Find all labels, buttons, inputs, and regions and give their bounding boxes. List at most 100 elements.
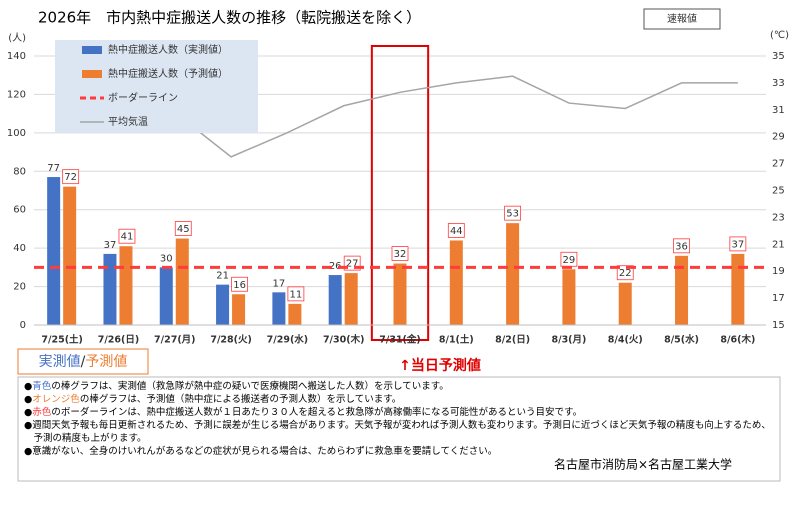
actual-label: 30 (160, 253, 173, 264)
forecast-label: 16 (233, 280, 246, 291)
x-tick-label: 7/26(日) (98, 335, 139, 346)
bar-forecast (288, 303, 302, 325)
x-tick-label: 7/27(月) (154, 335, 195, 346)
x-tick-label: 8/2(日) (495, 335, 530, 346)
note-part: ●週間天気予報も毎日更新されるため、予測に誤差が生じる場合があります。天気予報が… (24, 419, 771, 431)
y2-tick-label: 17 (772, 293, 785, 304)
note-part: の棒グラフは、予測値（熱中症による搬送者の予測人数）を示しています。 (80, 393, 401, 405)
legend-label: 平均気温 (108, 115, 148, 128)
y-tick-label: 120 (7, 89, 26, 100)
forecast-label-box (673, 238, 690, 254)
note-part: のボーダーラインは、熱中症搬送人数が１日あたり３０人を超えると救急隊が高稼働率に… (51, 406, 582, 418)
forecast-label: 27 (346, 259, 359, 270)
key-forecast: 予測値 (85, 354, 127, 370)
note: ●オレンジ色の棒グラフは、予測値（熱中症による搬送者の予測人数）を示しています。 (24, 393, 401, 405)
x-tick-label: 8/4(火) (608, 335, 643, 346)
note: ●青色の棒グラフは、実測値（救急隊が熱中症の疑いで医療機関へ搬送した人数）を示し… (24, 380, 449, 392)
forecast-label: 53 (506, 209, 519, 220)
key-actual: 実測値 (39, 354, 81, 370)
bar-forecast (344, 273, 358, 325)
note-part: ● (24, 394, 32, 405)
notes-box (17, 376, 781, 482)
y2-tick-label: 21 (772, 239, 785, 250)
note-part: オレンジ色 (32, 393, 80, 405)
legend-box (55, 40, 258, 133)
actual-label: 21 (216, 271, 229, 282)
title: 2026年 市内熱中症搬送人数の推移（転院搬送を除く） (38, 9, 421, 27)
forecast-label-box (118, 228, 136, 244)
y-unit: (人) (8, 32, 26, 44)
bar-forecast (119, 246, 133, 325)
key-box (17, 348, 149, 375)
x-tick-label: 8/1(土) (439, 334, 474, 346)
bar-actual (47, 177, 61, 325)
y-tick-label: 80 (13, 166, 26, 177)
note-part: 赤色 (32, 406, 52, 418)
forecast-label: 32 (394, 249, 407, 260)
x-tick-label: 7/29(水) (267, 334, 308, 346)
note: ●意識がない、全身のけいれんがあるなどの症状が見られる場合は、ためらわずに救急車… (24, 445, 497, 457)
forecast-label-box (729, 236, 747, 252)
bar-actual (272, 292, 286, 325)
y2-tick-label: 33 (772, 78, 785, 89)
x-tick-label: 8/5(水) (664, 334, 699, 346)
bar-forecast (675, 255, 689, 325)
forecast-label: 37 (731, 239, 744, 250)
note-part: ●意識がない、全身のけいれんがあるなどの症状が見られる場合は、ためらわずに救急車… (24, 445, 497, 457)
forecast-label: 72 (64, 172, 77, 183)
bar-forecast (562, 269, 576, 325)
forecast-label: 11 (290, 289, 303, 300)
y2-tick-label: 35 (772, 51, 785, 62)
forecast-label: 41 (121, 232, 134, 243)
y2-tick-label: 25 (772, 186, 785, 197)
x-tick-label: 7/31(金) (379, 334, 420, 346)
bar-actual (159, 267, 173, 325)
actual-label: 26 (329, 261, 342, 272)
note-part: 予測の精度も上がります。 (24, 432, 147, 444)
actual-label: 17 (273, 278, 286, 289)
key: 実測値/予測値 (39, 354, 128, 370)
y2-tick-label: 31 (772, 105, 785, 116)
forecast-label: 45 (177, 224, 190, 235)
forecast-label-box (231, 276, 248, 292)
y-tick-label: 20 (13, 282, 26, 293)
y2-tick-label: 27 (772, 159, 785, 170)
legend-label: ボーダーライン (108, 91, 178, 104)
bar-forecast (175, 238, 189, 325)
forecast-label-box (616, 265, 634, 281)
footer: 名古屋市消防局×名古屋工業大学 (554, 457, 732, 472)
highlight-label: ↑当日予測値 (399, 357, 481, 374)
bar-forecast (393, 263, 407, 325)
note-part: ● (24, 381, 32, 392)
note: ●赤色のボーダーラインは、熱中症搬送人数が１日あたり３０人を超えると救急隊が高稼… (24, 406, 582, 418)
legend-label: 熱中症搬送人数（実測値） (108, 43, 228, 56)
actual-label: 77 (47, 163, 60, 174)
x-tick-label: 8/3(月) (551, 335, 586, 346)
bar-forecast (506, 223, 520, 325)
bar-forecast (232, 294, 246, 325)
highlight-box (370, 45, 430, 341)
bar-forecast (63, 186, 77, 325)
x-tick-label: 7/30(木) (323, 334, 364, 346)
forecast-label-box (62, 169, 80, 185)
note-part: 青色 (32, 380, 52, 392)
y-tick-label: 40 (13, 243, 26, 254)
bar-actual (216, 284, 230, 325)
y2-tick-label: 15 (772, 320, 785, 331)
bar-forecast (731, 253, 745, 325)
forecast-label: 36 (675, 241, 688, 252)
y2-unit: (℃) (770, 30, 789, 41)
y2-tick-label: 29 (772, 132, 785, 143)
bar-forecast (618, 282, 632, 325)
badge-box (643, 8, 721, 30)
forecast-label: 29 (563, 255, 576, 266)
note: 予測の精度も上がります。 (24, 432, 147, 444)
note: ●週間天気予報も毎日更新されるため、予測に誤差が生じる場合があります。天気予報が… (24, 419, 771, 431)
key-sep: / (81, 354, 86, 370)
legend-swatch (82, 46, 102, 54)
forecast-label-box (174, 221, 192, 236)
note-part: ● (24, 407, 32, 418)
y-tick-label: 0 (20, 320, 26, 331)
